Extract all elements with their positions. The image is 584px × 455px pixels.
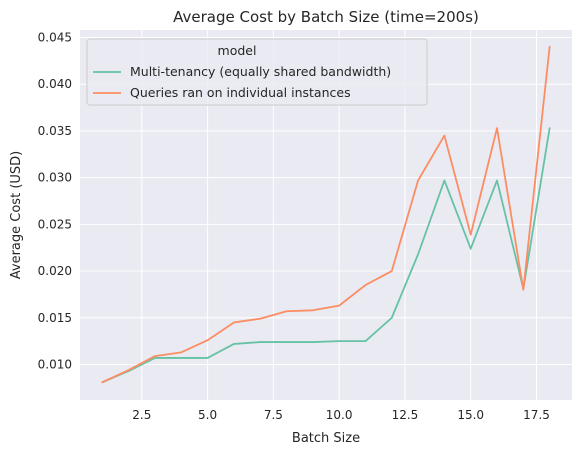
y-tick-label: 0.020: [38, 264, 72, 278]
y-tick-label: 0.035: [38, 124, 72, 138]
x-tick-label: 2.5: [132, 408, 151, 422]
legend-entries: Multi-tenancy (equally shared bandwidth)…: [93, 64, 391, 100]
legend-title: model: [218, 43, 257, 58]
x-tick-label: 12.5: [392, 408, 419, 422]
legend-box: [86, 38, 428, 106]
y-tick-label: 0.025: [38, 217, 72, 231]
y-tick-label: 0.010: [38, 357, 72, 371]
x-tick-label: 10.0: [326, 408, 353, 422]
series-line-2: [101, 45, 551, 384]
y-axis-label: Average Cost (USD): [9, 151, 24, 279]
y-tick-label: 0.030: [38, 171, 72, 185]
series-layer: [101, 45, 551, 384]
series-line-1: [101, 127, 551, 384]
legend-entry-label-2: Queries ran on individual instances: [130, 85, 351, 100]
x-tick-label: 17.5: [523, 408, 550, 422]
x-tick-label: 5.0: [198, 408, 217, 422]
x-tick-labels: 2.5 5.0 7.5 10.0 12.5 15.0 17.5: [132, 408, 550, 422]
y-tick-label: 0.045: [38, 30, 72, 44]
legend-entry-label-1: Multi-tenancy (equally shared bandwidth): [130, 64, 391, 79]
y-tick-labels: 0.010 0.015 0.020 0.025 0.030 0.035 0.040 0.045: [38, 30, 72, 371]
legend: model Multi-tenancy (equally shared band…: [86, 38, 428, 106]
y-tick-label: 0.040: [38, 77, 72, 91]
chart-title: Average Cost by Batch Size (time=200s): [173, 8, 479, 26]
x-tick-label: 15.0: [457, 408, 484, 422]
x-axis-label: Batch Size: [292, 431, 360, 446]
y-tick-label: 0.015: [38, 311, 72, 325]
x-tick-label: 7.5: [264, 408, 283, 422]
